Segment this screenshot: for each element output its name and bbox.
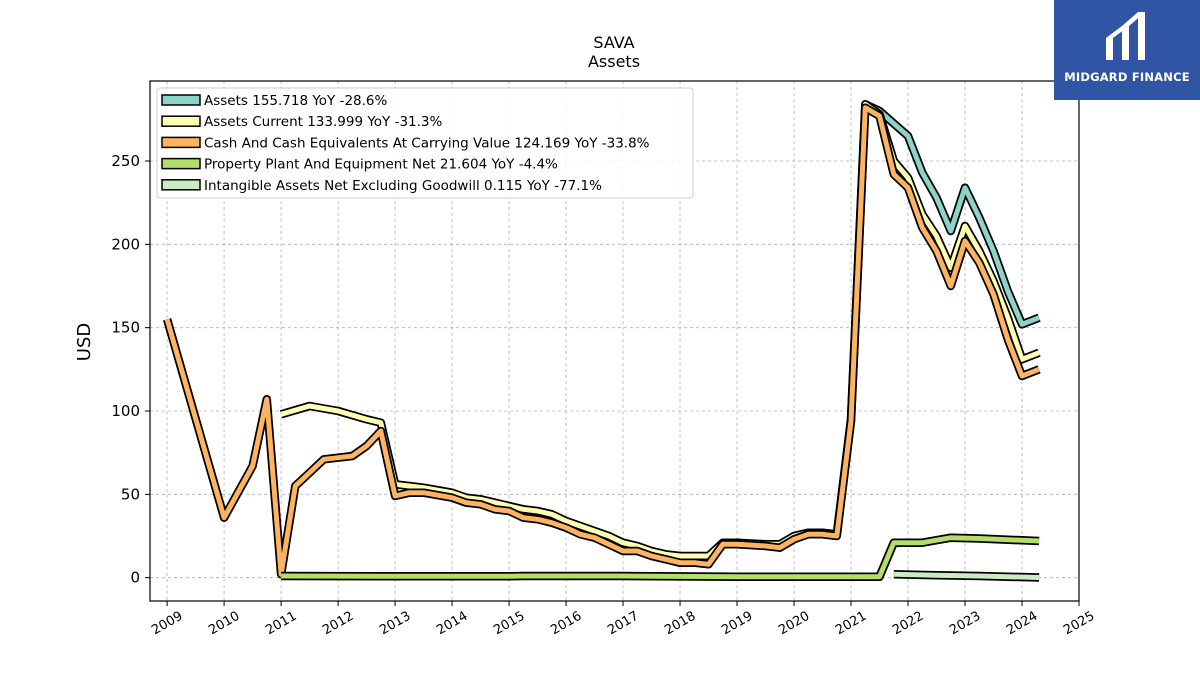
- series-line-0: [864, 102, 1041, 327]
- x-tick-label: 2023: [947, 609, 983, 639]
- legend-entry: Property Plant And Equipment Net 21.604 …: [204, 157, 558, 173]
- x-tick-label: 2012: [320, 609, 356, 639]
- legend-swatch: [161, 157, 201, 170]
- x-tick-label: 2018: [662, 609, 698, 639]
- series-line-3: [281, 535, 1040, 580]
- legend-entry: Assets Current 133.999 YoY -31.3%: [204, 114, 443, 130]
- legend-swatch: [161, 115, 201, 127]
- x-tick-label: 2015: [491, 609, 527, 639]
- legend-entry: Cash And Cash Equivalents At Carrying Va…: [204, 135, 650, 151]
- series-outline-0: [863, 100, 1041, 329]
- logo-text: MIDGARD FINANCE: [1064, 70, 1190, 84]
- y-tick-label: 200: [111, 235, 140, 253]
- brand-logo: MIDGARD FINANCE: [1054, 0, 1200, 100]
- y-tick-label: 0: [130, 569, 140, 587]
- x-tick-label: 2020: [776, 609, 812, 639]
- x-tick-label: 2019: [719, 609, 755, 639]
- legend: Assets 155.718 YoY -28.6% Assets Current …: [156, 87, 694, 199]
- x-tick-label: 2017: [605, 609, 641, 639]
- y-tick-label: 100: [111, 402, 140, 420]
- chart-subtitle: Assets: [588, 52, 640, 71]
- x-tick-label: 2011: [263, 609, 299, 639]
- series-line-1: [280, 101, 1041, 559]
- x-tick-label: 2022: [890, 609, 926, 639]
- x-tick-label: 2009: [149, 609, 185, 639]
- x-tick-label: 2024: [1004, 609, 1040, 639]
- x-tick-label: 2010: [206, 609, 242, 639]
- x-tick-label: 2013: [377, 609, 413, 639]
- legend-entry: Assets 155.718 YoY -28.6%: [204, 93, 388, 109]
- x-tick-label: 2016: [548, 609, 584, 639]
- x-tick-label: 2025: [1061, 609, 1097, 639]
- legend-swatch: [161, 136, 201, 149]
- legend-swatch: [161, 94, 201, 106]
- plot-frame: [149, 80, 1080, 602]
- series-layer: [163, 100, 1041, 582]
- chart-title: SAVA: [593, 33, 634, 52]
- x-tick-label: 2014: [434, 609, 470, 639]
- legend-swatch: [161, 179, 201, 191]
- x-tick-label: 2021: [833, 609, 869, 639]
- y-tick-label: 150: [111, 319, 140, 337]
- legend-entry: Intangible Assets Net Excluding Goodwill…: [204, 178, 602, 194]
- y-axis-label: USD: [74, 323, 95, 361]
- series-line-4: [893, 571, 1040, 580]
- y-tick-label: 50: [121, 485, 140, 503]
- y-tick-label: 250: [111, 152, 140, 170]
- legend-box: [156, 87, 694, 199]
- midgard-logo-icon: [1106, 12, 1145, 60]
- series-line-2: [164, 105, 1041, 577]
